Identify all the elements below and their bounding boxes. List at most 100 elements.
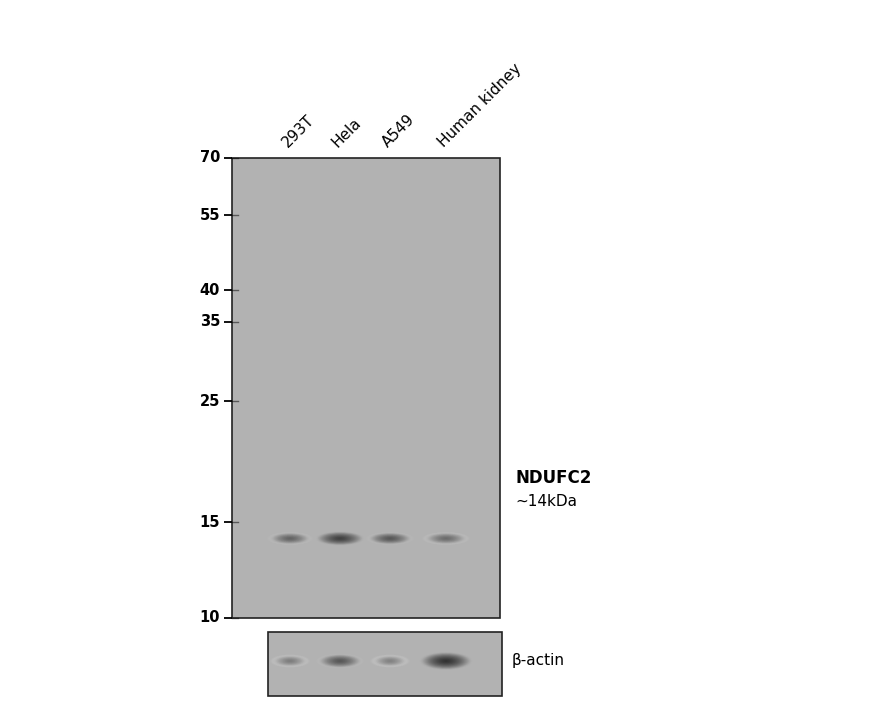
Ellipse shape xyxy=(432,656,459,665)
Ellipse shape xyxy=(280,535,300,542)
Ellipse shape xyxy=(385,659,395,663)
Ellipse shape xyxy=(274,534,305,543)
Ellipse shape xyxy=(274,656,306,667)
Ellipse shape xyxy=(335,659,345,663)
Text: 15: 15 xyxy=(200,515,220,530)
Ellipse shape xyxy=(442,660,450,663)
Ellipse shape xyxy=(314,531,366,546)
Ellipse shape xyxy=(274,534,306,543)
Ellipse shape xyxy=(371,533,409,544)
Ellipse shape xyxy=(272,533,308,544)
Ellipse shape xyxy=(327,657,353,665)
Ellipse shape xyxy=(271,654,310,668)
Ellipse shape xyxy=(424,533,468,545)
Ellipse shape xyxy=(317,532,363,545)
Ellipse shape xyxy=(323,656,357,666)
Ellipse shape xyxy=(429,534,463,543)
Ellipse shape xyxy=(280,658,300,665)
Ellipse shape xyxy=(384,659,396,663)
Ellipse shape xyxy=(383,658,397,663)
Ellipse shape xyxy=(377,656,403,665)
Ellipse shape xyxy=(267,532,313,545)
Ellipse shape xyxy=(376,656,404,665)
Ellipse shape xyxy=(442,538,450,540)
Ellipse shape xyxy=(332,658,347,663)
Ellipse shape xyxy=(335,537,345,540)
Ellipse shape xyxy=(382,658,399,664)
Ellipse shape xyxy=(283,537,297,540)
Bar xyxy=(232,158,500,618)
Ellipse shape xyxy=(274,533,306,543)
Ellipse shape xyxy=(337,660,344,662)
Ellipse shape xyxy=(318,654,362,668)
Ellipse shape xyxy=(423,532,470,545)
Ellipse shape xyxy=(336,660,345,663)
Ellipse shape xyxy=(321,533,359,544)
Ellipse shape xyxy=(318,654,361,668)
Ellipse shape xyxy=(431,656,462,666)
Ellipse shape xyxy=(277,535,303,542)
Ellipse shape xyxy=(385,537,395,540)
Ellipse shape xyxy=(424,653,467,668)
Ellipse shape xyxy=(374,656,406,666)
Ellipse shape xyxy=(386,538,393,540)
Ellipse shape xyxy=(443,660,449,662)
Text: 40: 40 xyxy=(200,283,220,298)
Ellipse shape xyxy=(286,538,294,540)
Ellipse shape xyxy=(433,535,458,542)
Ellipse shape xyxy=(383,536,398,540)
Ellipse shape xyxy=(444,538,448,539)
Ellipse shape xyxy=(431,534,461,542)
Text: 35: 35 xyxy=(200,314,220,329)
Ellipse shape xyxy=(429,533,464,543)
Ellipse shape xyxy=(374,534,406,543)
Ellipse shape xyxy=(388,538,392,539)
Ellipse shape xyxy=(277,657,303,665)
Ellipse shape xyxy=(439,536,454,540)
Ellipse shape xyxy=(444,661,448,662)
Ellipse shape xyxy=(282,658,297,663)
Ellipse shape xyxy=(275,656,305,666)
Ellipse shape xyxy=(338,538,342,539)
Ellipse shape xyxy=(279,535,301,542)
Ellipse shape xyxy=(432,535,460,542)
Ellipse shape xyxy=(377,657,402,665)
Ellipse shape xyxy=(287,538,293,540)
Ellipse shape xyxy=(372,655,408,667)
Ellipse shape xyxy=(424,532,469,545)
Ellipse shape xyxy=(274,656,306,666)
Ellipse shape xyxy=(317,653,363,668)
Ellipse shape xyxy=(437,658,455,664)
Ellipse shape xyxy=(433,657,458,665)
Ellipse shape xyxy=(376,535,404,542)
Ellipse shape xyxy=(378,657,402,665)
Ellipse shape xyxy=(274,656,305,666)
Ellipse shape xyxy=(438,536,455,541)
Ellipse shape xyxy=(330,535,350,541)
Ellipse shape xyxy=(373,534,407,543)
Ellipse shape xyxy=(268,532,312,545)
Ellipse shape xyxy=(329,657,352,665)
Ellipse shape xyxy=(319,533,361,545)
Ellipse shape xyxy=(284,537,296,540)
Text: ~14kDa: ~14kDa xyxy=(515,494,577,510)
Ellipse shape xyxy=(422,653,470,669)
Ellipse shape xyxy=(420,652,472,670)
Ellipse shape xyxy=(441,659,451,663)
Ellipse shape xyxy=(379,658,400,665)
Ellipse shape xyxy=(385,537,396,540)
Ellipse shape xyxy=(326,535,353,542)
Ellipse shape xyxy=(322,533,357,543)
Text: 70: 70 xyxy=(200,151,220,166)
Ellipse shape xyxy=(426,533,466,544)
Ellipse shape xyxy=(289,538,291,539)
Ellipse shape xyxy=(440,537,453,540)
Ellipse shape xyxy=(331,658,349,664)
Ellipse shape xyxy=(269,533,311,545)
Ellipse shape xyxy=(283,658,297,663)
Ellipse shape xyxy=(273,533,307,544)
Ellipse shape xyxy=(430,534,462,543)
Text: A549: A549 xyxy=(379,112,418,150)
Ellipse shape xyxy=(281,536,298,541)
Ellipse shape xyxy=(385,660,394,663)
